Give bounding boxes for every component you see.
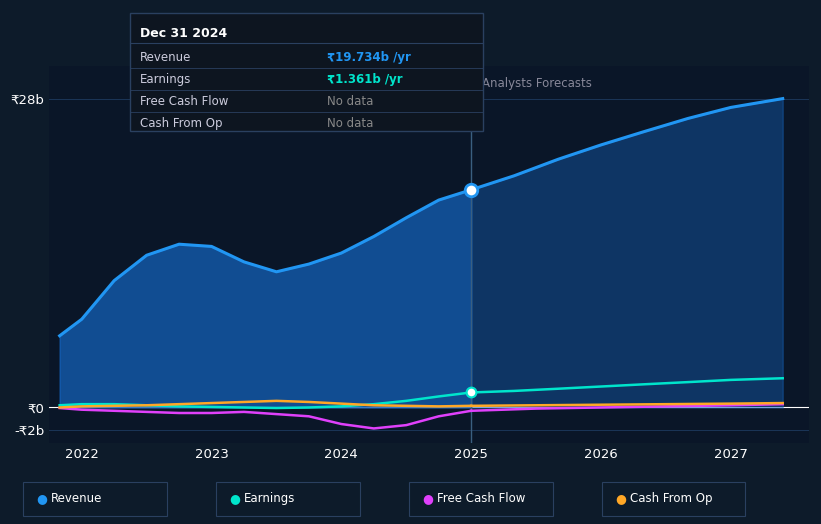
Text: ●: ● bbox=[36, 493, 47, 505]
Text: Earnings: Earnings bbox=[140, 73, 191, 86]
Text: Free Cash Flow: Free Cash Flow bbox=[437, 493, 525, 505]
Text: Cash From Op: Cash From Op bbox=[630, 493, 712, 505]
Text: ●: ● bbox=[229, 493, 240, 505]
Text: No data: No data bbox=[327, 95, 373, 108]
Text: Revenue: Revenue bbox=[140, 51, 191, 64]
Text: Free Cash Flow: Free Cash Flow bbox=[140, 95, 228, 108]
Text: Earnings: Earnings bbox=[244, 493, 296, 505]
Text: ●: ● bbox=[615, 493, 626, 505]
Text: Revenue: Revenue bbox=[51, 493, 103, 505]
Text: Cash From Op: Cash From Op bbox=[140, 117, 222, 130]
Text: Dec 31 2024: Dec 31 2024 bbox=[140, 27, 227, 39]
Text: ₹1.361b /yr: ₹1.361b /yr bbox=[327, 73, 402, 86]
Text: ₹19.734b /yr: ₹19.734b /yr bbox=[327, 51, 410, 64]
Text: No data: No data bbox=[327, 117, 373, 130]
Text: ●: ● bbox=[422, 493, 433, 505]
Text: Past: Past bbox=[436, 77, 461, 90]
Text: Analysts Forecasts: Analysts Forecasts bbox=[482, 77, 591, 90]
